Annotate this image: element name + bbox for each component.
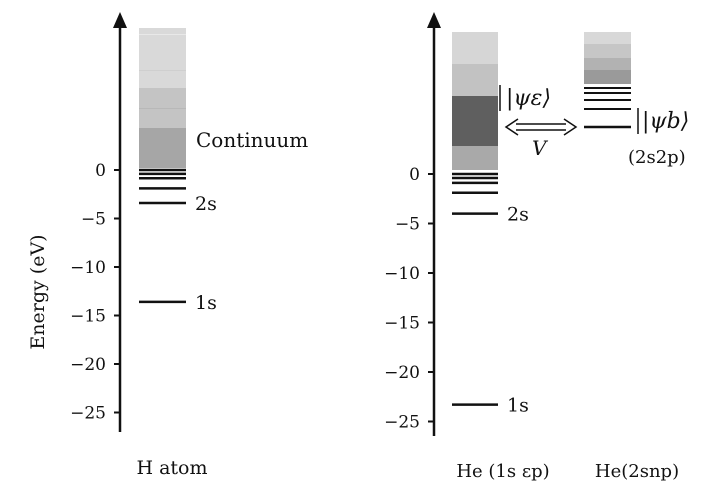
level-label: 2s <box>507 204 529 226</box>
coupling-label: V <box>532 136 549 160</box>
tick-label: 0 <box>95 161 106 181</box>
tick-label: −25 <box>70 404 106 424</box>
h-energy-levels: 1s 2s <box>139 168 217 314</box>
level-label: 1s <box>507 395 529 417</box>
tick-label: −5 <box>395 215 420 235</box>
psi-epsilon-ket: |ψε⟩ <box>499 85 551 111</box>
psi-b-config: (2s2p) <box>628 147 686 168</box>
level-label: 2s <box>195 193 217 215</box>
tick-label: −10 <box>70 258 106 278</box>
h-continuum-band <box>139 28 186 168</box>
he-2snp-levels <box>584 87 631 129</box>
continuum-label: Continuum <box>196 128 308 152</box>
tick-label: −5 <box>81 210 106 230</box>
left-energy-axis: 0 −5 −10 −15 −20 −25 <box>70 12 127 432</box>
he-1s-ep-energy-levels: 1s 2s <box>452 172 529 417</box>
tick-label: −15 <box>384 314 420 334</box>
he-2snp-caption: He(2snp) <box>595 461 679 482</box>
tick-label: −20 <box>70 355 106 375</box>
he-1s-ep-continuum-band <box>452 32 498 170</box>
tick-label: −10 <box>384 264 420 284</box>
coupling-double-arrow <box>504 118 578 136</box>
tick-label: −20 <box>384 363 420 383</box>
right-energy-axis: 0 −5 −10 −15 −20 −25 <box>384 12 441 436</box>
y-axis-label: Energy (eV) <box>27 234 49 349</box>
psi-epsilon-label: |ψε⟩ <box>506 86 551 111</box>
he-2snp-band <box>584 32 631 84</box>
tick-label: −15 <box>70 307 106 327</box>
h-atom-caption: H atom <box>136 457 207 479</box>
level-label: 1s <box>195 292 217 314</box>
tick-label: 0 <box>409 165 420 185</box>
he-1s-ep-caption: He (1s εp) <box>456 461 549 482</box>
psi-b-ket: |ψb⟩ <box>637 108 689 134</box>
psi-b-label: |ψb⟩ <box>642 109 689 134</box>
tick-label: −25 <box>384 413 420 433</box>
